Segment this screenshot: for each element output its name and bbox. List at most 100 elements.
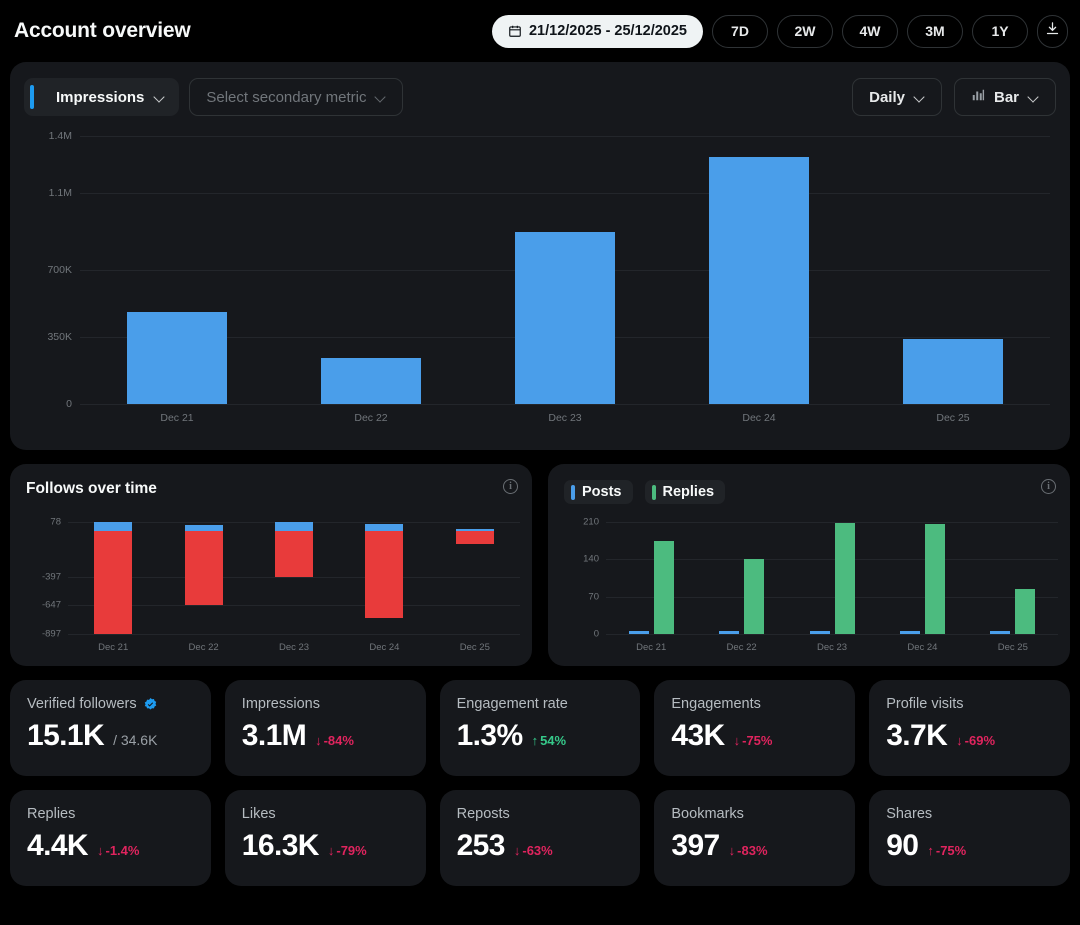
x-axis-label: Dec 21 xyxy=(160,412,194,424)
x-axis-label: Dec 23 xyxy=(548,412,582,424)
range-button-2w[interactable]: 2W xyxy=(777,14,833,48)
chart-type-label: Bar xyxy=(993,88,1019,106)
metric-value: 4.4K xyxy=(27,829,89,862)
metric-card[interactable]: Engagement rate 1.3% ↑ 54% xyxy=(439,680,641,776)
metric-card[interactable]: Shares 90 ↑ -75% xyxy=(869,790,1070,886)
y-axis-tick: 0 xyxy=(593,628,599,640)
metric-label: Bookmarks xyxy=(671,806,839,822)
info-icon[interactable]: i xyxy=(1041,479,1056,494)
metric-card[interactable]: Impressions 3.1M ↓ -84% xyxy=(224,680,426,776)
x-axis-label: Dec 21 xyxy=(636,642,667,653)
bar-group xyxy=(606,522,1058,634)
calendar-icon xyxy=(508,24,522,38)
unfollows-bar[interactable] xyxy=(365,530,404,619)
arrow-down-icon: ↓ xyxy=(513,843,521,858)
metric-card[interactable]: Bookmarks 397 ↓ -83% xyxy=(654,790,856,886)
posts-bar[interactable] xyxy=(809,631,830,634)
metric-label: Verified followers xyxy=(27,696,195,712)
metric-label-text: Shares xyxy=(886,806,933,822)
secondary-metric-select[interactable]: Select secondary metric xyxy=(189,78,404,116)
chart-bar[interactable] xyxy=(127,312,227,404)
metric-label: Impressions xyxy=(242,696,410,712)
header-controls: 21/12/2025 - 25/12/2025 7D 2W 4W 3M 1Y xyxy=(491,14,1068,48)
metric-label-text: Bookmarks xyxy=(671,806,744,822)
metric-value-row: 4.4K ↓ -1.4% xyxy=(27,829,195,863)
bar-slot xyxy=(696,522,786,634)
chart-bar[interactable] xyxy=(709,157,809,404)
replies-bar[interactable] xyxy=(1015,588,1036,634)
bar-slot xyxy=(430,522,520,634)
primary-metric-select[interactable]: Impressions xyxy=(24,78,180,116)
replies-bar[interactable] xyxy=(653,540,674,634)
bar-slot xyxy=(968,522,1058,634)
y-axis-tick: 350K xyxy=(47,331,72,343)
replies-bar[interactable] xyxy=(834,523,855,634)
chevron-down-icon xyxy=(1028,92,1039,103)
unfollows-bar[interactable] xyxy=(184,530,223,606)
replies-bar[interactable] xyxy=(744,558,765,634)
metric-delta-text: -84% xyxy=(323,733,354,748)
bar-slot xyxy=(787,522,877,634)
metric-card[interactable]: Replies 4.4K ↓ -1.4% xyxy=(10,790,211,886)
chart-type-select[interactable]: Bar xyxy=(953,78,1056,116)
page-title: Account overview xyxy=(14,19,191,42)
metric-delta-text: -69% xyxy=(964,733,996,748)
gridline xyxy=(606,596,1058,598)
legend-item-replies[interactable]: Replies xyxy=(644,480,726,504)
unfollows-bar[interactable] xyxy=(455,530,494,544)
posts-replies-x-axis: Dec 21 Dec 22 Dec 23 Dec 24 Dec 25 xyxy=(606,642,1058,653)
follows-bar[interactable] xyxy=(94,522,133,531)
metric-value: 253 xyxy=(456,829,506,862)
posts-bar[interactable] xyxy=(990,631,1011,634)
metric-value: 397 xyxy=(671,829,720,862)
unfollows-bar[interactable] xyxy=(275,530,314,577)
metric-label-text: Reposts xyxy=(456,806,510,822)
chart-bar[interactable] xyxy=(321,358,421,404)
metric-card[interactable]: Verified followers 15.1K / 34.6K xyxy=(10,680,211,776)
download-button[interactable] xyxy=(1037,14,1068,48)
unfollows-bar[interactable] xyxy=(94,530,133,634)
chevron-down-icon xyxy=(154,92,165,103)
metric-card[interactable]: Profile visits 3.7K ↓ -69% xyxy=(869,680,1070,776)
metric-card[interactable]: Engagements 43K ↓ -75% xyxy=(654,680,856,776)
range-button-1y[interactable]: 1Y xyxy=(972,14,1028,48)
metric-delta: ↓ -63% xyxy=(514,843,553,858)
follows-bar[interactable] xyxy=(184,525,223,531)
follows-bar[interactable] xyxy=(365,523,404,531)
posts-bar[interactable] xyxy=(899,630,920,634)
metric-value: 15.1K xyxy=(27,719,105,752)
metric-value-row: 43K ↓ -75% xyxy=(671,719,839,753)
granularity-select[interactable]: Daily xyxy=(852,78,942,116)
y-axis-tick: 0 xyxy=(66,398,72,410)
gridline xyxy=(606,634,1058,635)
metric-card[interactable]: Likes 16.3K ↓ -79% xyxy=(224,790,426,886)
gridline xyxy=(80,136,1050,137)
chart-controls: Impressions Select secondary metric Dail… xyxy=(24,78,1056,116)
follows-plot-area: 78 -397 -647 -897 xyxy=(42,517,520,640)
metric-value-row: 16.3K ↓ -79% xyxy=(242,829,410,863)
y-axis-tick: -397 xyxy=(41,571,61,583)
range-button-7d[interactable]: 7D xyxy=(712,14,768,48)
metric-delta-text: -79% xyxy=(336,843,367,858)
bar-slot xyxy=(662,136,856,404)
info-icon[interactable]: i xyxy=(503,479,518,494)
range-button-4w[interactable]: 4W xyxy=(842,14,898,48)
x-axis-label: Dec 22 xyxy=(726,642,757,653)
metric-card[interactable]: Reposts 253 ↓ -63% xyxy=(439,790,641,886)
y-axis-tick: 78 xyxy=(50,516,61,528)
chart-bar[interactable] xyxy=(515,231,615,404)
range-button-3m[interactable]: 3M xyxy=(907,14,963,48)
x-axis-label: Dec 21 xyxy=(98,642,129,653)
date-range-picker[interactable]: 21/12/2025 - 25/12/2025 xyxy=(491,14,703,48)
follows-card-title: Follows over time xyxy=(26,480,157,497)
x-axis-label: Dec 25 xyxy=(459,642,490,653)
replies-bar[interactable] xyxy=(924,524,945,634)
posts-bar[interactable] xyxy=(628,631,649,634)
legend-item-posts[interactable]: Posts xyxy=(564,480,633,504)
posts-bar[interactable] xyxy=(719,631,740,634)
y-axis-tick: 140 xyxy=(583,553,599,565)
metric-label: Shares xyxy=(886,806,1054,822)
follows-bar[interactable] xyxy=(455,528,494,531)
chart-bar[interactable] xyxy=(903,338,1003,404)
follows-bar[interactable] xyxy=(275,522,314,531)
